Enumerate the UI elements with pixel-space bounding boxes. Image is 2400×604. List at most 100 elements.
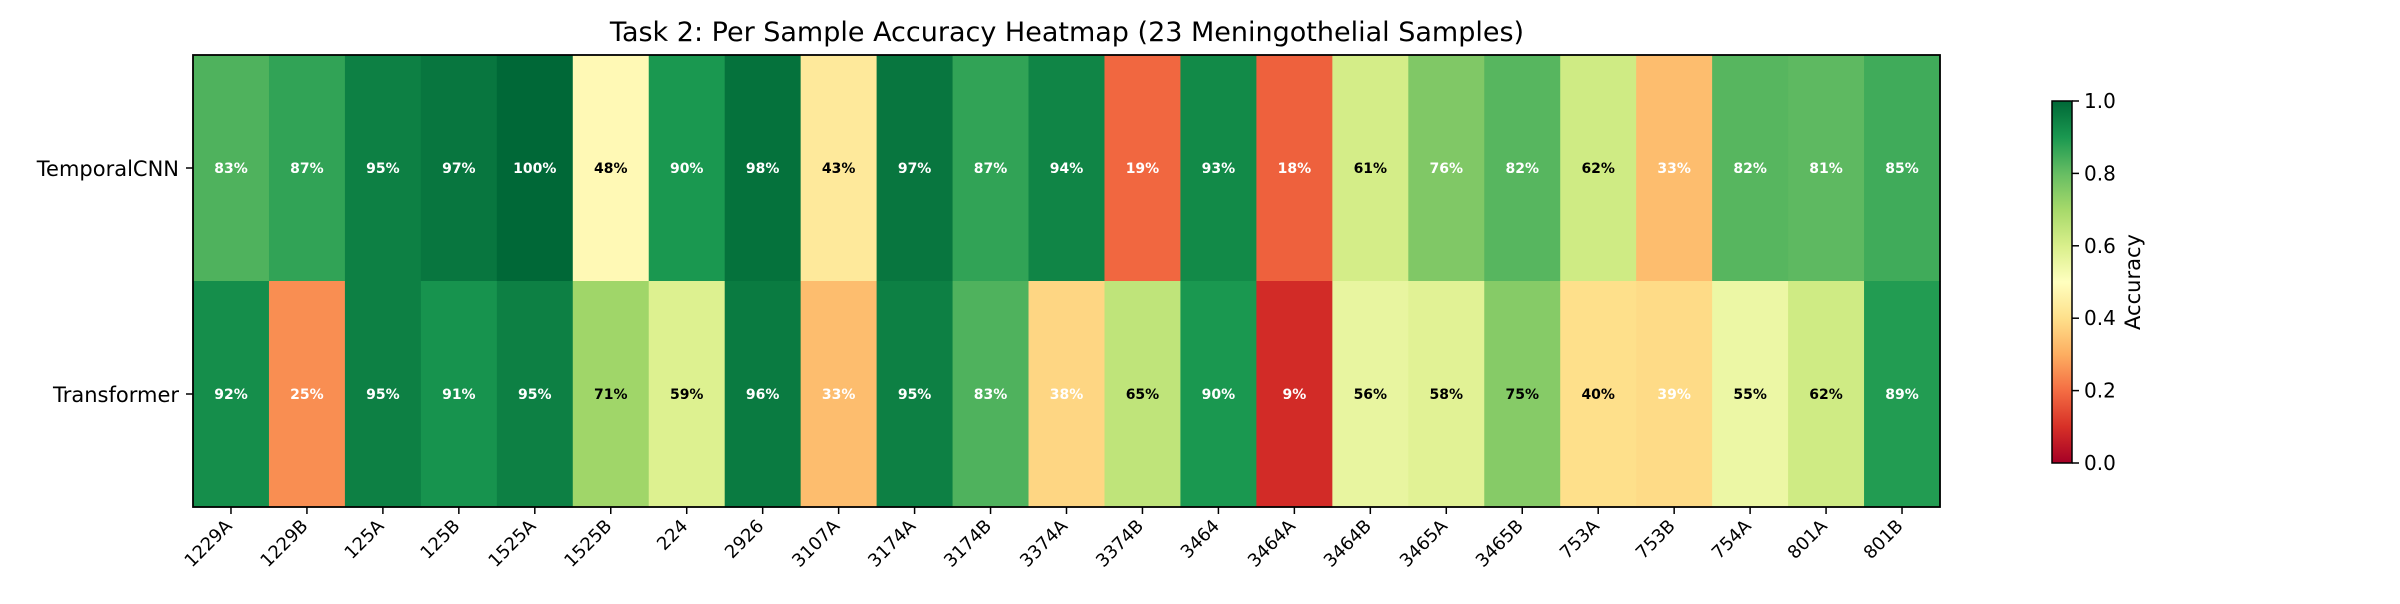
cell-value-label: 71% <box>594 387 628 403</box>
y-tick-label: Transformer <box>52 383 179 407</box>
heatmap-cell <box>420 55 498 282</box>
heatmap-cell <box>344 281 422 508</box>
cell-value-label: 56% <box>1354 387 1388 403</box>
x-tick-label: 753B <box>1632 516 1680 564</box>
cell-value-label: 55% <box>1733 387 1767 403</box>
cell-value-label: 85% <box>1885 161 1919 177</box>
cell-value-label: 83% <box>974 387 1008 403</box>
x-tick-label: 3107A <box>788 515 844 571</box>
x-tick-label: 3374B <box>1092 516 1148 572</box>
heatmap-cell <box>193 281 270 508</box>
heatmap-cell <box>1408 55 1485 282</box>
x-tick-label: 1229B <box>256 516 312 572</box>
heatmap-cell <box>193 55 270 282</box>
cell-value-label: 90% <box>1202 387 1236 403</box>
heatmap-cell-labels: 83% 87% 95% 97% 100% 48% 90% 98% 43% 97% 87% 94% 19%… <box>214 161 1919 403</box>
x-tick-label: 3464B <box>1320 516 1376 572</box>
heatmap-cells <box>193 55 1941 508</box>
cell-value-label: 33% <box>1657 161 1691 177</box>
cell-value-label: 100% <box>513 161 556 177</box>
x-axis: 1229A 1229B 125A 125B 1525A 1525B 224 2926 3107A… <box>181 507 1908 572</box>
colorbar-tick-label: 0.6 <box>2084 234 2116 258</box>
x-tick-label: 3465A <box>1396 515 1452 571</box>
cell-value-label: 9% <box>1282 387 1306 403</box>
chart-title: Task 2: Per Sample Accuracy Heatmap (23 … <box>609 17 1524 48</box>
cell-value-label: 82% <box>1733 161 1767 177</box>
x-tick-label: 3464A <box>1244 515 1300 571</box>
x-tick-label: 754A <box>1708 515 1756 563</box>
x-tick-label: 224 <box>653 516 692 555</box>
heatmap-cell <box>1788 281 1865 508</box>
x-tick-label: 753A <box>1556 515 1604 563</box>
x-tick-label: 3174A <box>864 515 920 571</box>
cell-value-label: 43% <box>822 161 856 177</box>
colorbar-tick-label: 0.4 <box>2084 306 2116 330</box>
heatmap-cell <box>420 281 498 508</box>
cell-value-label: 61% <box>1354 161 1388 177</box>
heatmap-cell <box>1712 281 1789 508</box>
heatmap-cell <box>648 55 726 282</box>
heatmap-cell <box>496 281 574 508</box>
colorbar-tick-label: 0.2 <box>2084 379 2116 403</box>
cell-value-label: 87% <box>290 161 324 177</box>
cell-value-label: 95% <box>366 161 400 177</box>
heatmap-cell <box>496 55 574 282</box>
x-tick-label: 3374A <box>1016 515 1072 571</box>
x-tick-label: 3464 <box>1177 516 1224 563</box>
heatmap-cell <box>1484 55 1561 282</box>
cell-value-label: 94% <box>1050 161 1084 177</box>
cell-value-label: 97% <box>442 161 476 177</box>
x-tick-label: 3465B <box>1472 516 1528 572</box>
x-tick-label: 125A <box>341 515 389 563</box>
colorbar-tick-label: 0.0 <box>2084 451 2116 475</box>
cell-value-label: 40% <box>1581 387 1615 403</box>
cell-value-label: 83% <box>214 161 248 177</box>
cell-value-label: 93% <box>1202 161 1236 177</box>
heatmap-cell <box>1332 55 1409 282</box>
colorbar-label: Accuracy <box>2121 234 2145 330</box>
x-tick-label: 1229A <box>181 515 237 571</box>
heatmap-cell <box>572 281 650 508</box>
cell-value-label: 59% <box>670 387 704 403</box>
cell-value-label: 48% <box>594 161 628 177</box>
heatmap-cell <box>1256 281 1333 508</box>
heatmap-cell <box>268 55 346 282</box>
heatmap-cell <box>1180 55 1257 282</box>
heatmap-cell <box>1180 281 1257 508</box>
heatmap-cell <box>1484 281 1561 508</box>
heatmap-cell <box>1028 281 1106 508</box>
cell-value-label: 18% <box>1278 161 1312 177</box>
cell-value-label: 19% <box>1126 161 1160 177</box>
heatmap-cell <box>1408 281 1485 508</box>
heatmap-cell <box>724 281 802 508</box>
colorbar-tick-label: 0.8 <box>2084 161 2116 185</box>
cell-value-label: 96% <box>746 387 780 403</box>
heatmap-cell <box>952 281 1030 508</box>
cell-value-label: 58% <box>1430 387 1464 403</box>
heatmap-cell <box>268 281 346 508</box>
cell-value-label: 25% <box>290 387 324 403</box>
heatmap-cell <box>1864 281 1941 508</box>
colorbar-ticks: 0.0 0.2 0.4 0.6 0.8 1.0 <box>2072 89 2116 475</box>
cell-value-label: 98% <box>746 161 780 177</box>
heatmap-cell <box>344 55 422 282</box>
cell-value-label: 92% <box>214 387 248 403</box>
heatmap-cell <box>1104 55 1182 282</box>
heatmap-cell <box>1788 55 1865 282</box>
x-tick-label: 2926 <box>721 516 768 563</box>
heatmap-cell <box>952 55 1030 282</box>
cell-value-label: 62% <box>1809 387 1843 403</box>
cell-value-label: 81% <box>1809 161 1843 177</box>
cell-value-label: 87% <box>974 161 1008 177</box>
cell-value-label: 75% <box>1505 387 1539 403</box>
cell-value-label: 91% <box>442 387 476 403</box>
cell-value-label: 89% <box>1885 387 1919 403</box>
colorbar-tick-label: 1.0 <box>2084 89 2116 113</box>
heatmap-cell <box>1028 55 1106 282</box>
heatmap-cell <box>876 55 954 282</box>
heatmap-cell <box>1332 281 1409 508</box>
cell-value-label: 82% <box>1505 161 1539 177</box>
x-tick-label: 1525A <box>484 515 540 571</box>
heatmap-cell <box>648 281 726 508</box>
